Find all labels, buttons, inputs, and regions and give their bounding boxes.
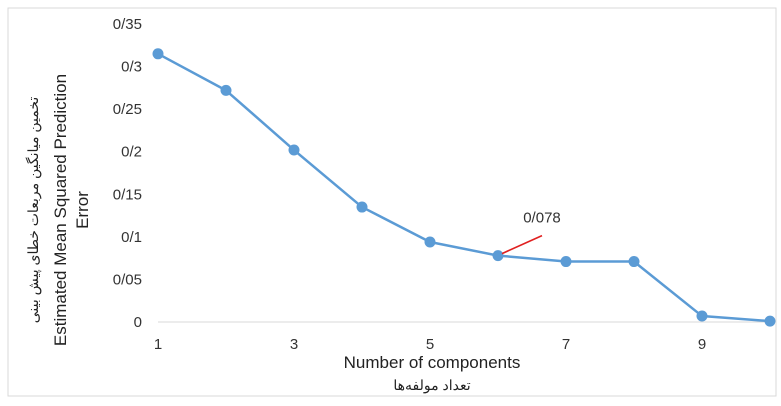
x-axis-ticks: 1 3 5 7 9 [154, 336, 706, 353]
annotation-label: 0/078 [523, 210, 561, 227]
y-axis-ticks: 0 0/05 0/1 0/15 0/2 0/25 0/3 0/35 [113, 16, 142, 331]
y-axis-title-fa: تخمین میانگین مربعات خطای پیش بینی [25, 97, 42, 324]
y-tick-label: 0 [134, 314, 142, 331]
y-tick-label: 0/2 [121, 144, 142, 161]
x-axis-title: Number of components [344, 353, 521, 372]
y-axis-title-line1: Estimated Mean Squared Prediction [51, 74, 70, 346]
x-axis-title-fa: تعداد مولفه‌ها [393, 377, 470, 394]
data-point [560, 256, 572, 268]
x-tick-label: 1 [154, 336, 162, 353]
data-point [628, 256, 640, 268]
chart-frame [7, 7, 777, 397]
annotation-group: 0/078 [501, 210, 561, 255]
data-point [492, 250, 504, 262]
y-tick-label: 0/1 [121, 229, 142, 246]
series-line [157, 52, 771, 323]
x-tick-label: 9 [698, 336, 706, 353]
y-tick-label: 0/15 [113, 186, 142, 203]
y-tick-label: 0/25 [113, 101, 142, 118]
data-point [288, 144, 300, 156]
y-tick-label: 0/05 [113, 271, 142, 288]
data-point [220, 84, 232, 96]
data-point [696, 310, 708, 322]
data-point [152, 48, 164, 60]
x-tick-label: 5 [426, 336, 434, 353]
y-tick-label: 0/3 [121, 59, 142, 76]
data-point [424, 236, 436, 248]
y-tick-label: 0/35 [113, 16, 142, 33]
data-point [356, 201, 368, 213]
x-tick-label: 3 [290, 336, 298, 353]
data-point [764, 315, 776, 327]
x-tick-label: 7 [562, 336, 570, 353]
series-group [152, 48, 776, 327]
y-axis-title-line2: Error [73, 191, 92, 229]
annotation-arrow [501, 234, 543, 255]
